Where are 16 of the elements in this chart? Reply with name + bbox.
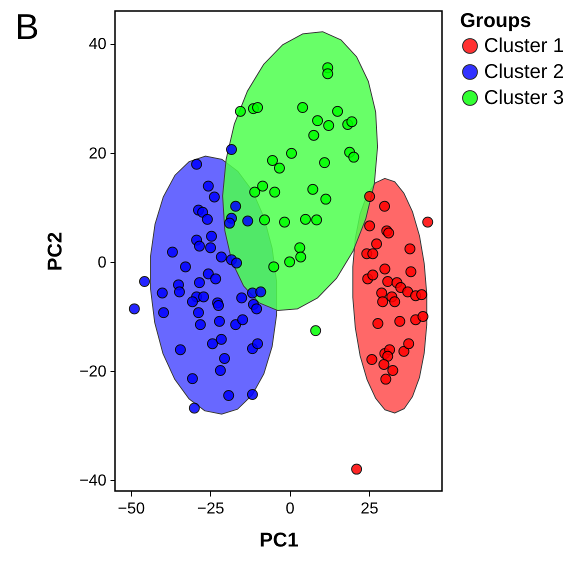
text: B bbox=[15, 6, 40, 47]
legend-label: Cluster 2 bbox=[484, 61, 564, 83]
legend-label: Cluster 3 bbox=[484, 87, 564, 109]
x-axis-title: PC1 bbox=[260, 530, 298, 552]
y-tick-label: 0 bbox=[98, 254, 107, 272]
x-tick-label: −25 bbox=[197, 500, 224, 518]
legend-title: Groups bbox=[460, 10, 532, 32]
x-tick-label: 25 bbox=[360, 500, 378, 518]
y-axis-title: PC2 bbox=[44, 232, 66, 271]
x-tick-label: −50 bbox=[118, 500, 146, 518]
y-tick-label: −20 bbox=[79, 364, 107, 380]
y-tick-label: −40 bbox=[79, 472, 107, 490]
y-tick-label: 40 bbox=[88, 36, 107, 54]
x-tick-label: 0 bbox=[286, 500, 295, 518]
legend-label: Cluster 1 bbox=[484, 35, 564, 57]
y-tick-label: 20 bbox=[88, 145, 107, 162]
